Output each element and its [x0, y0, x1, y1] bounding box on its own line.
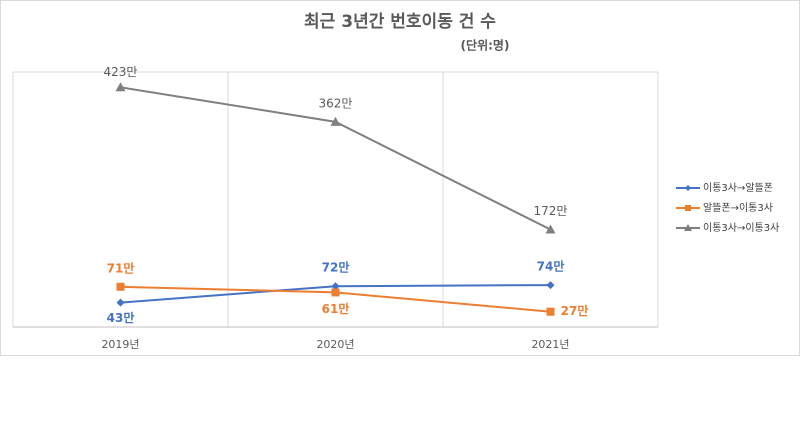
- marker: [546, 307, 555, 316]
- data-label: 362만: [319, 96, 353, 110]
- x-tick-label: 2019년: [101, 338, 139, 351]
- data-label: 72만: [322, 260, 350, 275]
- marker: [685, 185, 691, 191]
- marker: [331, 282, 340, 291]
- marker: [331, 288, 340, 297]
- chart-title: 최근 3년간 번호이동 건 수: [304, 12, 496, 32]
- x-tick-label: 2020년: [316, 338, 354, 351]
- marker: [116, 282, 125, 291]
- data-label: 172만: [534, 204, 568, 218]
- marker: [684, 224, 692, 231]
- marker: [545, 224, 556, 234]
- data-label: 61만: [322, 301, 350, 316]
- marker: [330, 116, 341, 126]
- legend-label: 이통3사→알뜰폰: [703, 182, 773, 194]
- data-label: 27만: [561, 303, 589, 318]
- data-label: 423만: [104, 65, 138, 79]
- data-label: 43만: [107, 310, 135, 325]
- legend-label: 이통3사→이통3사: [703, 222, 779, 234]
- marker: [116, 298, 125, 307]
- legend-label: 알뜰폰→이통3사: [703, 202, 773, 214]
- chart-subtitle: (단위:명): [461, 38, 510, 53]
- chart-frame: [0, 0, 800, 356]
- x-tick-label: 2021년: [531, 338, 569, 351]
- data-label: 71만: [107, 260, 135, 275]
- data-label: 74만: [537, 259, 565, 274]
- marker: [546, 281, 555, 290]
- marker: [115, 82, 126, 92]
- marker: [685, 205, 691, 211]
